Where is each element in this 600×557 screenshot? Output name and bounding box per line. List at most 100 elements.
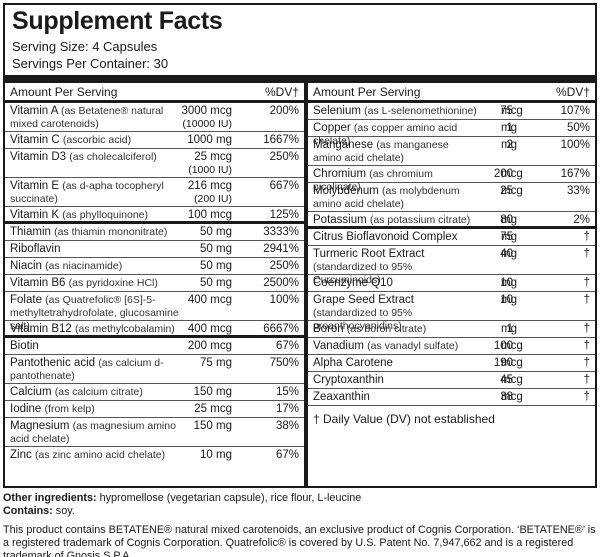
nutrient-dv: 200% (269, 105, 299, 117)
nutrient-row: Copper (as copper amino acid chelate) 1 mg… (308, 120, 595, 147)
nutrient-name: Niacin (10, 260, 42, 272)
nutrient-dv: † (583, 323, 590, 335)
nutrient-row: Calcium (as calcium citrate) 150 mg 15% (5, 384, 304, 401)
nutrient-name: Vitamin D3 (10, 151, 67, 163)
nutrient-name: Potassium (313, 214, 367, 226)
nutrient-qty: 1 (506, 323, 513, 335)
nutrient-row: Vitamin A (as Betatene® natural mixed ca… (5, 103, 304, 132)
nutrient-name: Coenzyme Q10 (313, 277, 393, 289)
nutrient-name: Boron (313, 323, 344, 335)
nutrient-amount: 50 mg (200, 260, 232, 272)
nutrient-unit: mg (501, 139, 517, 151)
nutrient-source: (as manganese amino acid chelate) (313, 139, 449, 164)
nutrient-dv: † (583, 248, 590, 260)
nutrient-source: (ascorbic acid) (62, 134, 132, 146)
nutrient-name: Vitamin B6 (10, 277, 66, 289)
nutrient-name: Thiamin (10, 226, 51, 238)
nutrient-dv: 750% (269, 357, 299, 369)
nutrient-name: Riboflavin (10, 243, 61, 255)
nutrient-amount: 50 mg (200, 243, 232, 255)
nutrient-dv: 1667% (263, 134, 299, 146)
nutrient-amount: 50 mg (200, 277, 232, 289)
nutrient-source: (standardized to 95% Curcuminoids) (313, 261, 413, 286)
nutrient-name: Cryptoxanthin (313, 374, 384, 386)
nutrient-row: Citrus Bioflavonoid Complex 75 mg † (308, 229, 595, 246)
nutrient-row: Magnesium (as magnesium amino acid chela… (5, 418, 304, 447)
nutrient-amount: 100 mcg (187, 209, 232, 221)
nutrient-amount: 200 mcg (187, 340, 232, 352)
nutrient-dv: 33% (566, 185, 590, 197)
left-rows: Vitamin A (as Betatene® natural mixed ca… (5, 103, 304, 464)
nutrient-amount: 150 mg (193, 420, 232, 432)
nutrient-row: Vitamin B6 (as pyridoxine HCl) 50 mg 2500% (5, 275, 304, 292)
nutrient-name: Folate (10, 294, 42, 306)
nutrient-dv: 67% (275, 340, 299, 352)
nutrient-name: Vitamin C (10, 134, 60, 146)
nutrient-amount: 75 mg (200, 357, 232, 369)
nutrient-name: Selenium (313, 105, 361, 117)
nutrient-row: Potassium (as potassium citrate) 80 mg 2% (308, 212, 595, 229)
nutrient-qty: 75 (500, 231, 513, 243)
nutrient-row: Zeaxanthin 38 mcg † (308, 389, 595, 406)
nutrient-qty: 40 (500, 248, 513, 260)
nutrient-unit: mcg (501, 168, 523, 180)
nutrient-dv: 100% (269, 294, 299, 306)
nutrient-unit: mg (501, 277, 517, 289)
nutrient-row: Cryptoxanthin 45 mcg † (308, 372, 595, 389)
left-header-amount: Amount Per Serving (10, 84, 118, 99)
nutrient-name: Molybdenum (313, 185, 379, 197)
nutrient-source: (as phylloquinone) (62, 209, 149, 221)
nutrient-amount-iu: (10000 IU) (182, 118, 232, 130)
nutrient-name: Manganese (313, 139, 374, 151)
nutrient-source: (as pyridoxine HCl) (68, 277, 158, 289)
nutrient-row: Boron (as boron citrate) 1 mg † (308, 321, 595, 338)
nutrient-source: (as Quatrefolic® [6S]-5-methyltetrahydro… (10, 294, 179, 332)
nutrient-dv: † (583, 340, 590, 352)
nutrient-source: (as potassium citrate) (369, 214, 471, 226)
other-ingredients-text: hypromellose (vegetarian capsule), rice … (99, 492, 362, 504)
right-column: Amount Per Serving %DV† Selenium (as L-s… (308, 83, 595, 432)
nutrient-source: (as boron citrate) (346, 323, 427, 335)
nutrient-dv: 250% (269, 260, 299, 272)
nutrient-row: Vitamin D3 (as cholecalciferol) 25 mcg (10… (5, 149, 304, 178)
nutrient-amount-iu: (200 IU) (194, 193, 232, 205)
nutrient-qty: 200 (493, 168, 513, 180)
nutrient-source: (as thiamin mononitrate) (54, 226, 168, 238)
dv-footnote: † Daily Value (DV) not established (313, 412, 495, 426)
nutrient-source: (as copper amino acid chelate) (313, 122, 458, 147)
nutrient-qty: 190 (493, 357, 513, 369)
right-header: Amount Per Serving %DV† (308, 83, 595, 103)
nutrient-source: (as L-selenomethionine) (364, 105, 477, 117)
nutrient-unit: mg (501, 231, 517, 243)
nutrient-unit: mg (501, 248, 517, 260)
nutrient-name: Zinc (10, 449, 32, 461)
nutrient-dv: † (583, 231, 590, 243)
nutrient-source: (as magnesium amino acid chelate) (10, 420, 176, 445)
nutrient-amount: 10 mg (200, 449, 232, 461)
nutrient-dv: 67% (275, 449, 299, 461)
nutrient-dv: 15% (275, 386, 299, 398)
nutrient-amount: 216 mcg (187, 180, 232, 192)
right-header-amount: Amount Per Serving (313, 84, 421, 99)
nutrient-amount: 150 mg (193, 386, 232, 398)
contains-label: Contains: (3, 505, 53, 517)
nutrient-dv: 6667% (263, 323, 299, 335)
nutrient-unit: mcg (501, 391, 523, 403)
nutrient-row: Thiamin (as thiamin mononitrate) 50 mg 333… (5, 224, 304, 241)
nutrient-dv: † (583, 357, 590, 369)
nutrient-source: (standardized to 95% proanthocyanidins) (313, 307, 413, 332)
nutrient-source: (as Betatene® natural mixed carotenoids) (10, 105, 164, 130)
other-ingredients-label: Other ingredients: (3, 492, 97, 504)
nutrient-qty: 1 (506, 122, 513, 134)
nutrient-name: Vanadium (313, 340, 364, 352)
nutrient-qty: 38 (500, 391, 513, 403)
nutrient-row: Zinc (as zinc amino acid chelate) 10 mg 67… (5, 447, 304, 464)
nutrient-row: Turmeric Root Extract (standardized to 9… (308, 246, 595, 286)
nutrient-name: Magnesium (10, 420, 70, 432)
nutrient-qty: 100 (493, 340, 513, 352)
legal-text: This product contains BETATENE® natural … (3, 524, 596, 557)
left-column: Amount Per Serving %DV† Vitamin A (as Be… (5, 83, 304, 464)
nutrient-name: Copper (313, 122, 351, 134)
nutrient-unit: mg (501, 122, 517, 134)
nutrient-qty: 2 (506, 139, 513, 151)
